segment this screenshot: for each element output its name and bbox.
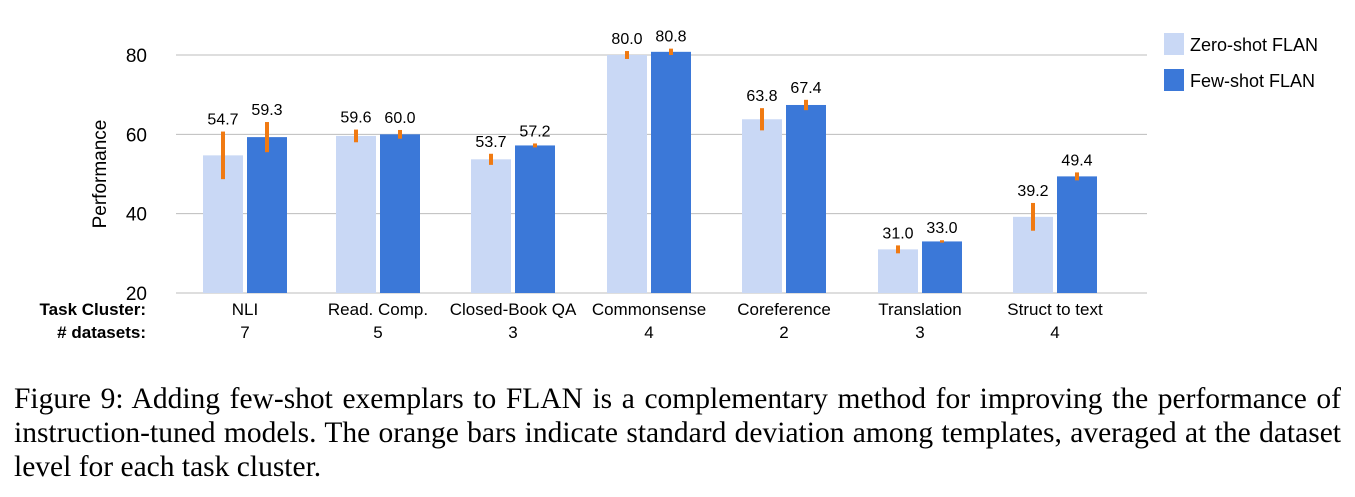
x-tick-label: NLI — [232, 300, 258, 319]
data-label: 53.7 — [475, 134, 506, 151]
error-bar — [1075, 172, 1079, 181]
error-bar — [896, 245, 900, 254]
error-bar — [760, 108, 764, 131]
bar — [878, 249, 918, 293]
y-tick-label: 60 — [126, 125, 147, 146]
error-bar — [265, 122, 269, 153]
legend-swatch — [1164, 69, 1184, 91]
error-bar — [669, 48, 673, 55]
dataset-count-label: 7 — [240, 323, 249, 342]
legend-label: Zero-shot FLAN — [1190, 35, 1318, 55]
error-bar — [221, 131, 225, 180]
data-label: 49.4 — [1061, 152, 1092, 169]
legend-swatch — [1164, 33, 1184, 55]
bar — [922, 241, 962, 293]
data-label: 59.3 — [251, 102, 282, 119]
error-bar — [625, 51, 629, 59]
error-bar — [804, 99, 808, 111]
dataset-count-label: 3 — [508, 323, 517, 342]
data-label: 31.0 — [882, 225, 913, 242]
error-bar — [1031, 202, 1035, 231]
data-label: 60.0 — [384, 110, 415, 127]
y-tick-label: 40 — [126, 205, 147, 226]
x-tick-label: Commonsense — [592, 300, 706, 319]
dataset-count-label: 3 — [915, 323, 924, 342]
x-tick-label: Read. Comp. — [328, 300, 428, 319]
dataset-count-label: 5 — [373, 323, 382, 342]
figure-caption: Figure 9: Adding few-shot exemplars to F… — [14, 383, 1341, 483]
y-tick-label: 80 — [126, 46, 147, 67]
y-axis-label: Performance — [90, 120, 111, 229]
data-label: 67.4 — [790, 80, 821, 97]
bar — [515, 145, 555, 293]
data-label: 80.0 — [611, 31, 642, 48]
dataset-count-label: 4 — [1050, 323, 1059, 342]
bar — [1057, 176, 1097, 293]
bar — [471, 159, 511, 293]
bar-chart: 20 40 60 80 Performance 54.7 59.3 NLI 7 59.6 60.0 R… — [40, 29, 1319, 342]
error-bar — [533, 143, 537, 148]
dataset-count-row-label: # datasets: — [57, 323, 146, 342]
bar — [380, 134, 420, 293]
x-tick-label: Struct to text — [1007, 300, 1103, 319]
bar — [336, 135, 376, 293]
data-label: 57.2 — [519, 123, 550, 140]
data-label: 54.7 — [207, 112, 238, 129]
error-bar — [940, 240, 944, 243]
error-bar — [354, 129, 358, 143]
bar — [607, 55, 647, 293]
bar — [742, 119, 782, 293]
data-label: 63.8 — [746, 88, 777, 105]
error-bar — [398, 129, 402, 139]
task-cluster-row-label: Task Cluster: — [40, 300, 146, 319]
x-tick-label: Translation — [878, 300, 961, 319]
y-tick-label: 20 — [126, 284, 147, 305]
legend-label: Few-shot FLAN — [1190, 71, 1315, 91]
dataset-count-label: 4 — [644, 323, 653, 342]
data-label: 33.0 — [926, 220, 957, 237]
bar — [786, 104, 826, 293]
dataset-count-label: 2 — [779, 323, 788, 342]
x-tick-label: Closed-Book QA — [450, 300, 577, 319]
bar — [651, 51, 691, 294]
data-label: 39.2 — [1017, 183, 1048, 200]
error-bar — [489, 153, 493, 165]
data-label: 59.6 — [340, 110, 371, 127]
bar — [247, 137, 287, 293]
x-tick-label: Coreference — [737, 300, 831, 319]
data-label: 80.8 — [655, 29, 686, 46]
